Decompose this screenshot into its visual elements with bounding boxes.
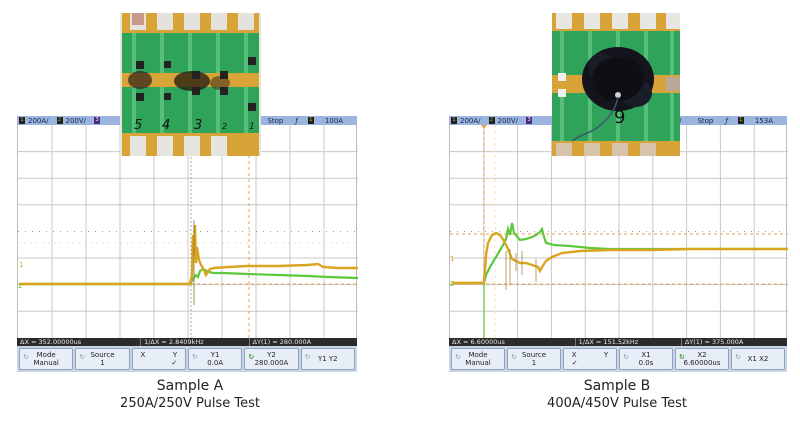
timebase-fragment: / xyxy=(679,116,682,125)
sample-a-title: Sample A xyxy=(156,378,224,394)
inverse-delta-x-readout: 1/ΔX = 151.52kHz xyxy=(576,338,682,346)
rotate-knob-icon: ↻ xyxy=(304,353,311,361)
scope-b-softkey-bar: ↻ Mode Manual ↻ Source 1 X Y ✓ ↻ X1 0.0s ↻ X2 6.60… xyxy=(449,346,787,372)
rotate-knob-icon: ↻ xyxy=(79,353,86,361)
source-softkey[interactable]: ↻ Source 1 xyxy=(507,348,561,370)
mode-softkey[interactable]: ↻ Mode Manual xyxy=(451,348,505,370)
channel-2-scale: 200V/ xyxy=(497,116,519,125)
rotate-knob-icon: ↻ xyxy=(191,353,198,361)
sample-b-photo: 9 xyxy=(552,13,680,156)
delta-x-readout: ΔX = 352.00000us xyxy=(17,338,142,346)
rotate-knob-icon: ↻ xyxy=(455,353,461,361)
delta-y-readout: ΔY(1) = 280.000A xyxy=(252,338,312,346)
run-state: Stop xyxy=(697,116,714,125)
channel-3-badge[interactable]: 3 xyxy=(94,117,101,124)
inverse-delta-x-readout: 1/ΔX = 2.8409kHz xyxy=(141,338,250,346)
sample-b-title: Sample B xyxy=(583,378,651,394)
checkmark-icon: ✓ xyxy=(171,359,178,367)
scope-b-waveform-plot: 1 2 xyxy=(450,125,788,338)
rotate-knob-icon: ↻ xyxy=(23,353,29,361)
device-label-9: 9 xyxy=(614,107,625,128)
rotate-knob-icon: ↻ xyxy=(623,353,629,361)
oscilloscope-a: 1 200A/ 2 200V/ 3 s/ Stop ƒ 1 100A xyxy=(17,116,358,372)
caption-sample-a: Sample A 250A/250V Pulse Test xyxy=(100,377,280,412)
channel-2-badge[interactable]: 2 xyxy=(56,117,63,124)
svg-text:2: 2 xyxy=(18,282,22,290)
trigger-edge-icon: ƒ xyxy=(295,116,298,125)
scope-b-cursor-status: ΔX = 6.60000us 1/ΔX = 151.52kHz ΔY(1) = … xyxy=(449,338,787,346)
checkmark-icon: ✓ xyxy=(571,359,578,367)
device-label-1: 1 xyxy=(249,122,255,132)
x1-softkey[interactable]: ↻ X1 0.0s xyxy=(619,348,673,370)
rotate-knob-icon: ↻ xyxy=(511,353,517,361)
device-label-3: 3 xyxy=(194,118,202,133)
device-label-4: 4 xyxy=(162,118,170,133)
scope-b-graticule: 1 2 xyxy=(449,125,788,338)
svg-text:1: 1 xyxy=(450,255,454,263)
xy-cursor-softkey[interactable]: X Y ✓ xyxy=(131,348,186,370)
pcb-b-image: 9 xyxy=(552,13,680,156)
y1-softkey[interactable]: ↻ Y1 0.0A xyxy=(187,348,243,370)
channel-1-scale: 200A/ xyxy=(460,116,481,125)
trigger-edge-icon: ƒ xyxy=(725,116,728,125)
scope-a-softkey-bar: ↻ Mode Manual ↻ Source 1 X Y ✓ ↻ Y1 0.0A ↻ Y2 280.… xyxy=(17,346,357,372)
x2-softkey[interactable]: ↻ X2 6.60000us xyxy=(675,348,729,370)
device-label-2: 2 xyxy=(222,122,227,131)
rotate-knob-active-icon: ↻ xyxy=(248,353,255,361)
trigger-channel-badge: 1 xyxy=(307,117,314,124)
sample-a-photo: 5 4 3 2 1 xyxy=(120,13,261,156)
channel-2-scale: 200V/ xyxy=(65,116,87,125)
device-label-5: 5 xyxy=(134,118,142,133)
svg-text:1: 1 xyxy=(19,261,23,269)
scope-a-graticule: 1 2 xyxy=(17,125,358,338)
sample-b-subtitle: 400A/450V Pulse Test xyxy=(547,396,687,411)
x1-x2-softkey[interactable]: ↻ X1 X2 xyxy=(731,348,785,370)
channel-1-badge[interactable]: 1 xyxy=(451,117,457,124)
source-softkey[interactable]: ↻ Source 1 xyxy=(75,348,130,370)
delta-x-readout: ΔX = 6.60000us xyxy=(449,338,576,346)
mode-softkey[interactable]: ↻ Mode Manual xyxy=(19,348,74,370)
y2-softkey[interactable]: ↻ Y2 280.000A xyxy=(244,348,299,370)
scope-a-cursor-status: ΔX = 352.00000us 1/ΔX = 2.8409kHz ΔY(1) … xyxy=(17,338,357,346)
trigger-level: 100A xyxy=(324,116,343,125)
run-state: Stop xyxy=(267,116,284,125)
trigger-channel-badge: 1 xyxy=(737,117,744,124)
rotate-knob-active-icon: ↻ xyxy=(679,353,685,361)
oscilloscope-b: 1 200A/ 2 200V/ 3 / Stop ƒ 1 153A xyxy=(449,116,788,372)
delta-y-readout: ΔY(1) = 375.000A xyxy=(684,338,744,346)
channel-1-scale: 200A/ xyxy=(28,116,49,125)
caption-sample-b: Sample B 400A/450V Pulse Test xyxy=(517,377,717,412)
channel-2-badge[interactable]: 2 xyxy=(488,117,495,124)
sample-a-subtitle: 250A/250V Pulse Test xyxy=(120,396,260,411)
trigger-level: 153A xyxy=(754,116,773,125)
scope-a-waveform-plot: 1 2 xyxy=(18,125,358,338)
xy-cursor-softkey[interactable]: X Y ✓ xyxy=(563,348,617,370)
rotate-knob-icon: ↻ xyxy=(735,353,741,361)
channel-3-badge[interactable]: 3 xyxy=(526,117,533,124)
channel-1-badge[interactable]: 1 xyxy=(19,117,25,124)
pcb-a-image: 5 4 3 2 1 xyxy=(120,13,261,156)
y1-y2-softkey[interactable]: ↻ Y1 Y2 xyxy=(300,348,355,370)
